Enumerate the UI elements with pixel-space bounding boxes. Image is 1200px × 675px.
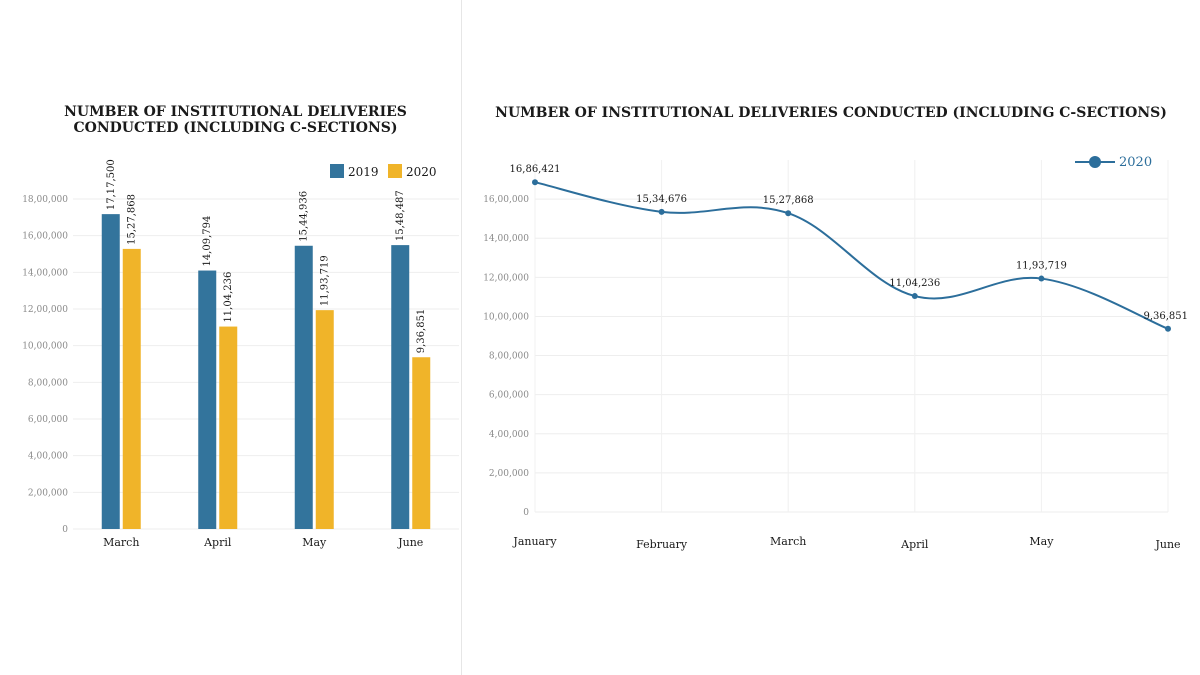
bar-y-tick-label: 0 xyxy=(62,525,68,535)
line-chart-title: NUMBER OF INSTITUTIONAL DELIVERIES CONDU… xyxy=(495,105,1167,121)
bar-2019 xyxy=(294,245,313,530)
bar-x-tick-label: April xyxy=(203,536,232,549)
line-chart: 0 2,00,000 4,00,000 6,00,000 8,00,000 10,00,0… xyxy=(483,155,1188,551)
line-x-tick-label: June xyxy=(1154,538,1180,551)
line-x-tick-label: April xyxy=(900,538,929,551)
line-y-tick-label: 16,00,000 xyxy=(483,195,529,205)
line-y-tick-label: 2,00,000 xyxy=(489,469,529,479)
line-y-tick-label: 4,00,000 xyxy=(489,430,529,440)
legend-marker-2020 xyxy=(1089,156,1101,168)
line-y-tick-label: 8,00,000 xyxy=(489,352,529,362)
legend-label-2019: 2019 xyxy=(348,165,379,179)
line-x-tick-label: March xyxy=(770,535,806,548)
bar-x-tick-label: June xyxy=(397,536,423,549)
bar-chart: 0 2,00,000 4,00,000 6,00,000 8,00,000 10,00,0… xyxy=(22,159,459,549)
bar-y-tick-label: 16,00,000 xyxy=(22,232,68,242)
bar-chart-title: NUMBER OF INSTITUTIONAL DELIVERIES CONDU… xyxy=(64,104,407,136)
bar-2020 xyxy=(315,310,334,529)
bar-x-tick-label: March xyxy=(103,536,139,549)
line-data-label: 15,27,868 xyxy=(763,195,814,206)
line-data-label: 11,04,236 xyxy=(889,278,940,289)
line-y-tick-label: 12,00,000 xyxy=(483,273,529,283)
bar-chart-panel: NUMBER OF INSTITUTIONAL DELIVERIES CONDU… xyxy=(0,0,461,675)
bar-2020 xyxy=(122,248,141,529)
bar-y-tick-label: 14,00,000 xyxy=(22,268,68,278)
bar-data-label: 14,09,794 xyxy=(202,216,213,267)
legend-swatch-2019 xyxy=(330,164,344,178)
line-x-tick-label: February xyxy=(636,538,688,551)
line-data-label: 16,86,421 xyxy=(510,164,561,175)
line-data-label: 15,34,676 xyxy=(636,194,687,205)
line-point xyxy=(911,293,918,300)
line-x-tick-label: May xyxy=(1029,535,1054,548)
bar-2020 xyxy=(219,326,238,529)
line-data-label: 11,93,719 xyxy=(1016,261,1067,272)
bar-data-label: 15,44,936 xyxy=(299,191,310,242)
bar-y-tick-label: 10,00,000 xyxy=(22,342,68,352)
bar-data-label: 9,36,851 xyxy=(416,309,427,354)
line-y-tick-label: 6,00,000 xyxy=(489,391,529,401)
bar-data-label: 17,17,500 xyxy=(106,159,117,210)
line-series-2020 xyxy=(534,181,1169,330)
line-x-tick-label: January xyxy=(512,535,557,548)
bar-2020 xyxy=(412,357,431,529)
line-point xyxy=(1038,275,1045,282)
line-point xyxy=(532,179,538,186)
bar-data-label: 11,04,236 xyxy=(223,272,234,323)
line-y-tick-label: 14,00,000 xyxy=(483,234,529,244)
line-chart-panel: NUMBER OF INSTITUTIONAL DELIVERIES CONDU… xyxy=(462,0,1200,675)
bar-2019 xyxy=(198,270,217,529)
bar-y-tick-label: 12,00,000 xyxy=(22,305,68,315)
legend-label-2020: 2020 xyxy=(1119,155,1152,170)
panel-divider xyxy=(461,0,462,675)
bar-y-tick-label: 8,00,000 xyxy=(28,378,68,388)
bar-data-label: 11,93,719 xyxy=(320,255,331,306)
bar-x-tick-label: May xyxy=(302,536,327,549)
bar-y-tick-label: 4,00,000 xyxy=(28,452,68,462)
bar-y-tick-label: 6,00,000 xyxy=(28,415,68,425)
legend-label-2020: 2020 xyxy=(406,165,437,179)
line-point xyxy=(1165,325,1171,332)
line-point xyxy=(658,208,665,215)
bar-y-tick-label: 18,00,000 xyxy=(22,195,68,205)
line-y-tick-label: 0 xyxy=(523,508,529,518)
line-y-tick-label: 10,00,000 xyxy=(483,312,529,322)
bar-data-label: 15,27,868 xyxy=(127,194,138,245)
bar-2019 xyxy=(101,214,120,529)
line-data-label: 9,36,851 xyxy=(1143,311,1188,322)
bar-2019 xyxy=(391,245,410,529)
legend-swatch-2020 xyxy=(388,164,402,178)
bar-y-tick-label: 2,00,000 xyxy=(28,488,68,498)
bar-data-label: 15,48,487 xyxy=(395,190,406,241)
line-point xyxy=(785,210,792,217)
